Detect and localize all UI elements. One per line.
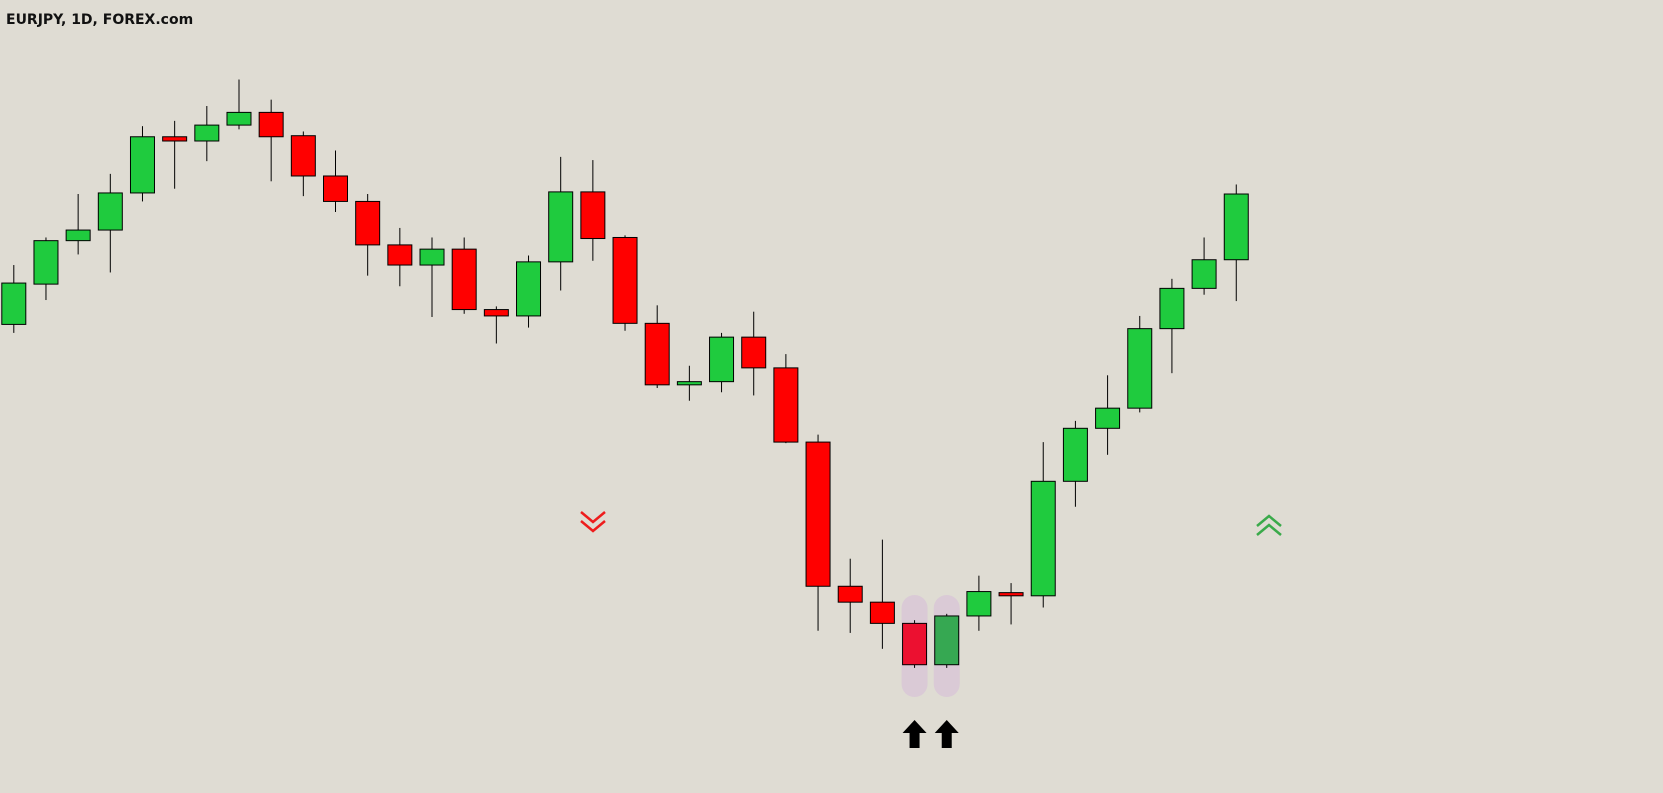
candle-body	[33, 240, 59, 285]
candle-body	[741, 336, 767, 369]
candle-body	[451, 248, 477, 311]
candle-body	[902, 622, 928, 666]
candle-body	[419, 248, 445, 266]
candle-body	[1, 282, 27, 325]
candle-body	[1127, 328, 1153, 409]
candle-body	[1159, 287, 1185, 330]
signal-arrow	[902, 720, 927, 748]
candle-body	[773, 367, 799, 443]
candle-body	[934, 615, 960, 666]
candle-body	[194, 124, 220, 142]
candle-body	[580, 191, 606, 240]
buy-signal	[1256, 523, 1282, 536]
candle-body	[869, 601, 895, 624]
candle-body	[387, 244, 413, 266]
candle-body	[323, 175, 348, 202]
candle-body	[805, 441, 831, 587]
chart-title: EURJPY, 1D, FOREX.com	[6, 12, 193, 28]
candle-body	[290, 135, 316, 177]
sell-signal	[580, 520, 606, 533]
candle-body	[1095, 407, 1121, 429]
signal-arrow	[934, 720, 959, 748]
candle-body	[483, 309, 509, 317]
candle-body	[355, 200, 381, 246]
candle-body	[998, 592, 1024, 597]
candle-body	[966, 591, 992, 617]
candle-body	[676, 381, 702, 386]
candle-body	[65, 229, 91, 242]
candle-body	[1191, 259, 1217, 289]
candle-body	[162, 136, 188, 142]
candle-body	[1030, 480, 1056, 597]
candle-body	[1062, 427, 1088, 482]
candle-body	[129, 136, 155, 194]
candle-body	[97, 192, 123, 231]
candle-body	[709, 336, 735, 383]
candle-body	[1223, 193, 1249, 261]
candle-body	[612, 236, 638, 324]
candle-body	[644, 322, 670, 386]
sell-signal	[580, 511, 606, 524]
candle-body	[258, 111, 284, 138]
buy-signal	[1256, 514, 1282, 527]
candle-body	[837, 585, 863, 603]
candle-body	[516, 261, 542, 317]
candle-body	[548, 191, 574, 263]
candle-body	[226, 111, 252, 126]
